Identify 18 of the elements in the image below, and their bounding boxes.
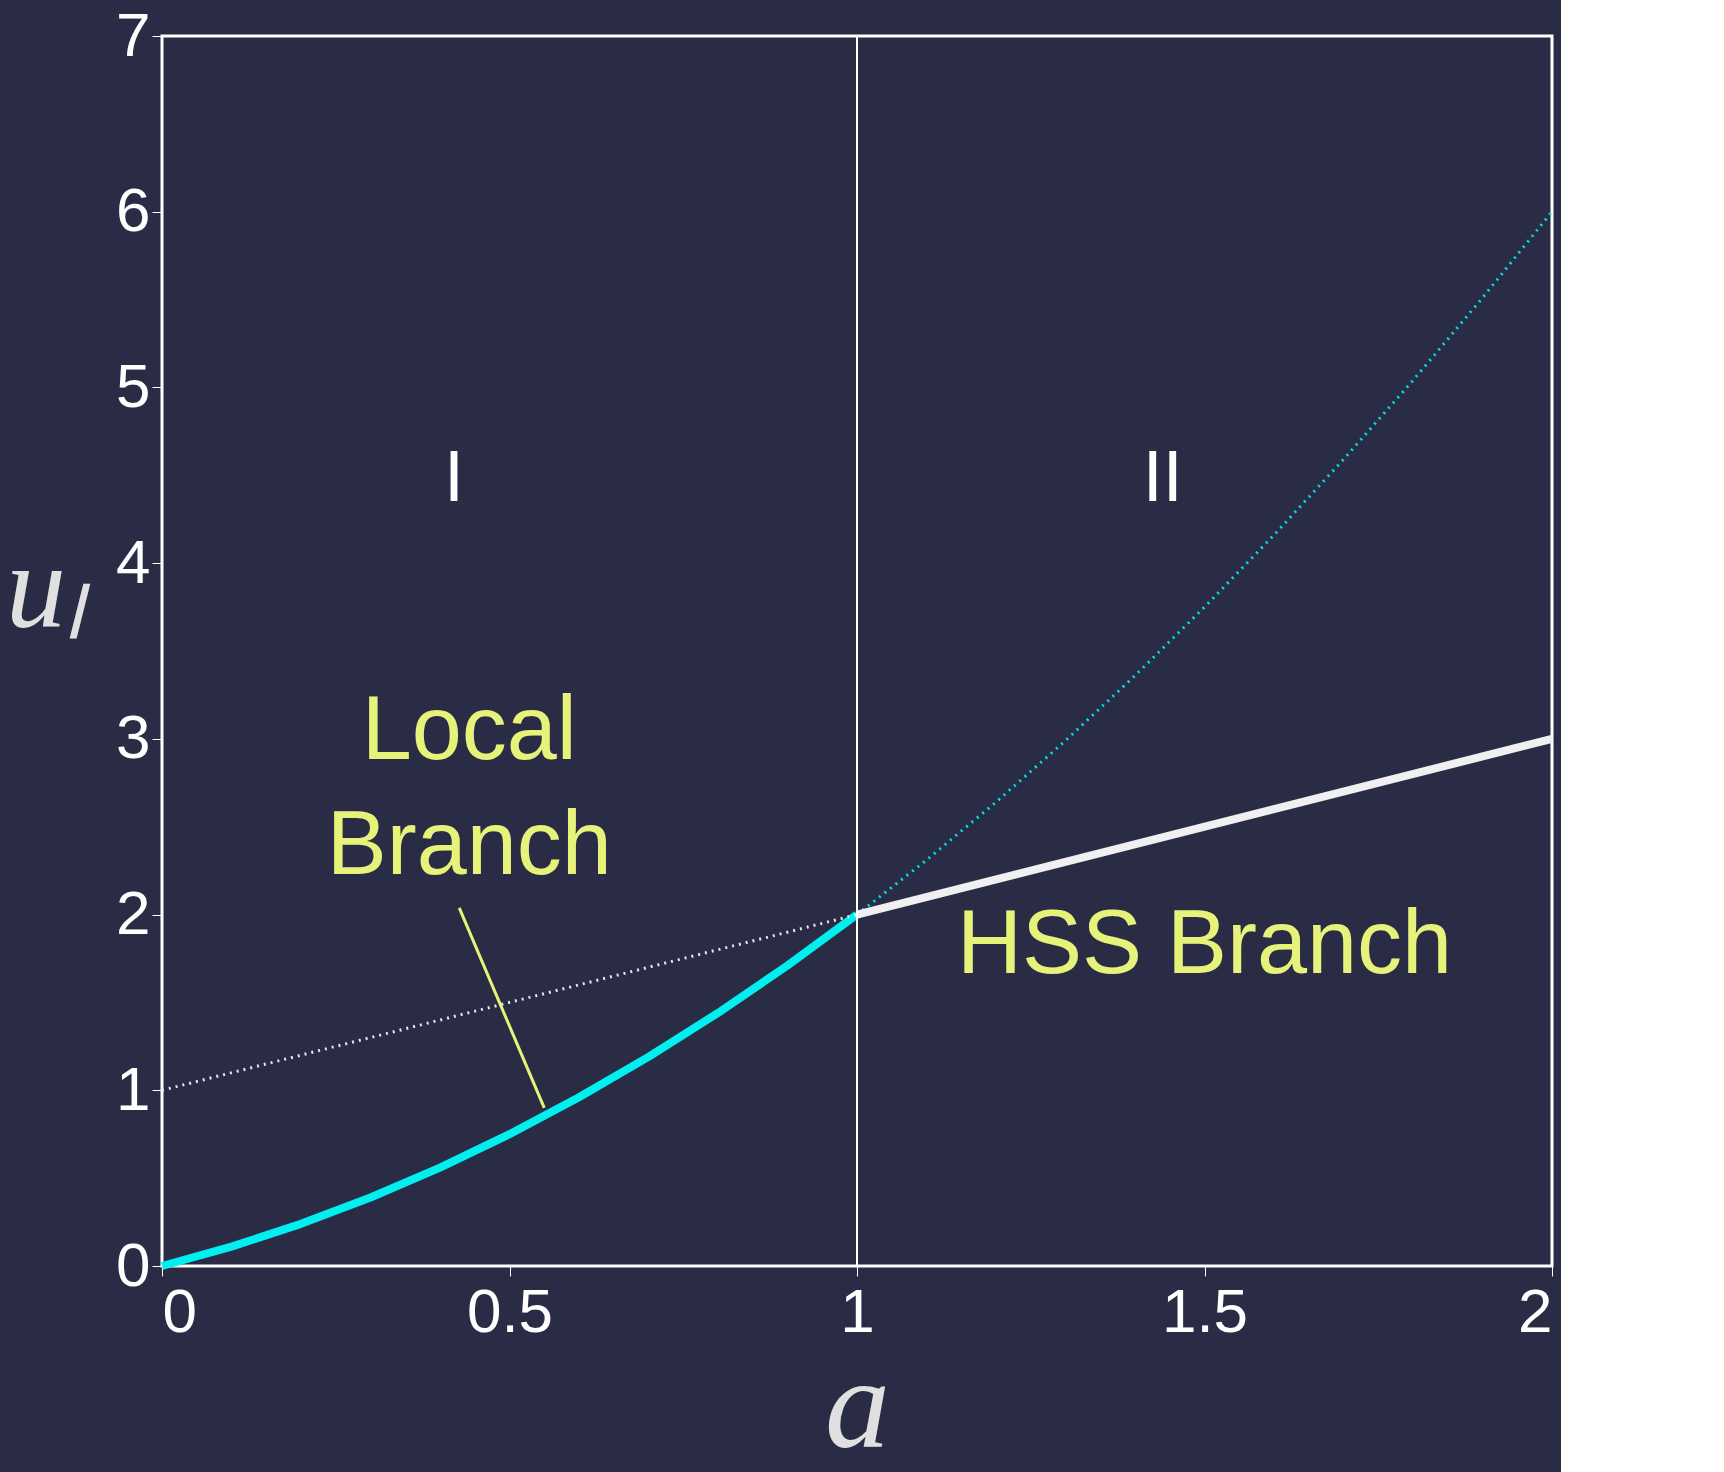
x-tick-label: 0.5	[466, 1275, 554, 1345]
x-tick-label: 0	[162, 1275, 197, 1345]
x-tick-label: 1	[840, 1275, 875, 1345]
y-tick-label: 4	[116, 526, 151, 596]
y-tick-label: 2	[116, 878, 151, 948]
annotation: I	[443, 435, 464, 516]
y-tick-label: 6	[116, 175, 151, 245]
x-tick-label: 1.5	[1161, 1275, 1249, 1345]
annotation: Local Branch	[326, 677, 612, 893]
y-tick-label: 5	[116, 350, 151, 420]
x-tick-label: 2	[1518, 1275, 1553, 1345]
annotation: II	[1142, 435, 1183, 516]
y-tick-label: 1	[116, 1053, 151, 1123]
y-axis-title: uₗ	[6, 519, 92, 653]
y-tick-label: 7	[116, 0, 151, 69]
y-tick-label: 3	[116, 702, 151, 772]
annotation: HSS Branch	[956, 892, 1453, 993]
y-tick-label: 0	[116, 1229, 151, 1299]
